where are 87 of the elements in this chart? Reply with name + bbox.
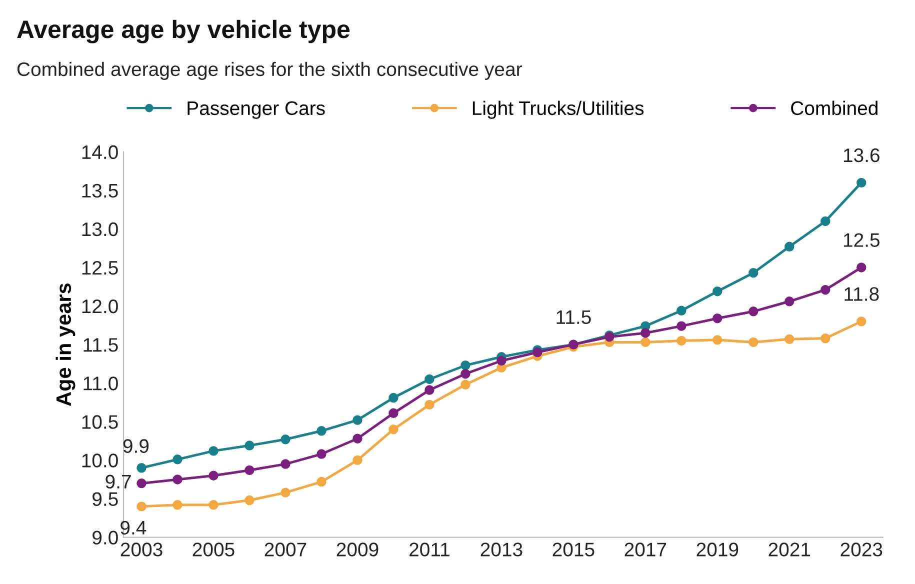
- point: [748, 268, 758, 278]
- point: [820, 334, 830, 344]
- point: [784, 296, 794, 306]
- point: [496, 356, 506, 366]
- data-label: 9.9: [123, 439, 149, 453]
- point: [856, 262, 866, 272]
- y-tick-label: 9.0: [92, 530, 118, 545]
- x-tick-label: 2005: [192, 542, 234, 556]
- y-tick-label: 11.0: [84, 376, 118, 390]
- point: [856, 178, 866, 188]
- y-tick-label: 13.0: [82, 222, 118, 236]
- point: [712, 313, 722, 324]
- point: [712, 286, 722, 296]
- point: [172, 474, 182, 484]
- x-tick-label: 2017: [624, 542, 666, 556]
- point: [424, 400, 434, 410]
- y-tick-label: 14.0: [82, 145, 118, 160]
- legend-label: Combined: [791, 100, 878, 116]
- chart-title: Average age by vehicle type: [17, 20, 350, 44]
- data-label: 9.7: [106, 474, 131, 489]
- point: [388, 392, 398, 403]
- data-label: 11.5: [556, 310, 591, 324]
- point: [316, 426, 326, 436]
- legend-label: Light Trucks/Utilities: [472, 100, 644, 119]
- point: [208, 470, 218, 480]
- x-tick-label: 2013: [480, 542, 522, 556]
- y-tick-label: 13.5: [82, 184, 118, 198]
- y-tick-label: 10.5: [82, 415, 118, 429]
- point: [136, 478, 146, 488]
- point: [460, 380, 470, 390]
- point: [676, 321, 686, 331]
- point: [244, 495, 254, 506]
- x-tick-label: 2023: [840, 542, 882, 556]
- point: [820, 284, 830, 295]
- point: [172, 500, 182, 510]
- point: [856, 316, 866, 326]
- point: [640, 337, 650, 348]
- point: [136, 463, 146, 473]
- y-tick-label: 9.5: [92, 492, 118, 506]
- point: [820, 216, 830, 226]
- x-tick-label: 2021: [768, 542, 810, 556]
- point: [388, 408, 398, 418]
- x-tick-label: 2019: [696, 542, 738, 556]
- point: [784, 242, 794, 252]
- x-tick-label: 2015: [552, 542, 594, 556]
- point: [388, 424, 398, 434]
- point: [532, 347, 542, 358]
- x-tick-label: 2007: [264, 542, 306, 556]
- point: [460, 360, 470, 370]
- point: [208, 446, 218, 456]
- point: [676, 336, 686, 346]
- point: [352, 434, 362, 444]
- legend-label: Passenger Cars: [188, 101, 325, 119]
- x-tick-label: 2011: [410, 542, 450, 556]
- point: [280, 434, 290, 444]
- y-tick-label: 12.5: [82, 260, 118, 275]
- point: [208, 500, 218, 510]
- point: [244, 465, 254, 476]
- point: [748, 337, 758, 348]
- point: [352, 415, 362, 425]
- point: [424, 374, 434, 384]
- y-tick-label: 11.5: [84, 338, 118, 352]
- chart-subtitle: Combined average age rises for the sixth consecutive year: [17, 62, 522, 80]
- point: [280, 459, 290, 469]
- point: [712, 335, 722, 345]
- point: [172, 454, 182, 464]
- y-axis-title: Age in years: [56, 283, 76, 406]
- point: [280, 488, 290, 498]
- point: [316, 449, 326, 459]
- point: [784, 334, 794, 344]
- point: [676, 306, 686, 316]
- point: [352, 455, 362, 466]
- data-label: 9.4: [120, 520, 146, 535]
- y-tick-label: 10.0: [82, 454, 118, 468]
- point: [244, 440, 254, 450]
- point: [460, 368, 470, 379]
- y-tick-label: 12.0: [82, 299, 118, 314]
- point: [424, 385, 434, 395]
- point: [640, 328, 650, 338]
- x-tick-label: 2003: [120, 542, 162, 556]
- point: [316, 476, 326, 487]
- point: [748, 306, 758, 316]
- data-label: 13.6: [844, 148, 880, 162]
- data-label: 11.8: [844, 287, 879, 301]
- point: [136, 502, 146, 512]
- data-label: 12.5: [844, 233, 880, 247]
- x-tick-label: 2009: [336, 542, 378, 556]
